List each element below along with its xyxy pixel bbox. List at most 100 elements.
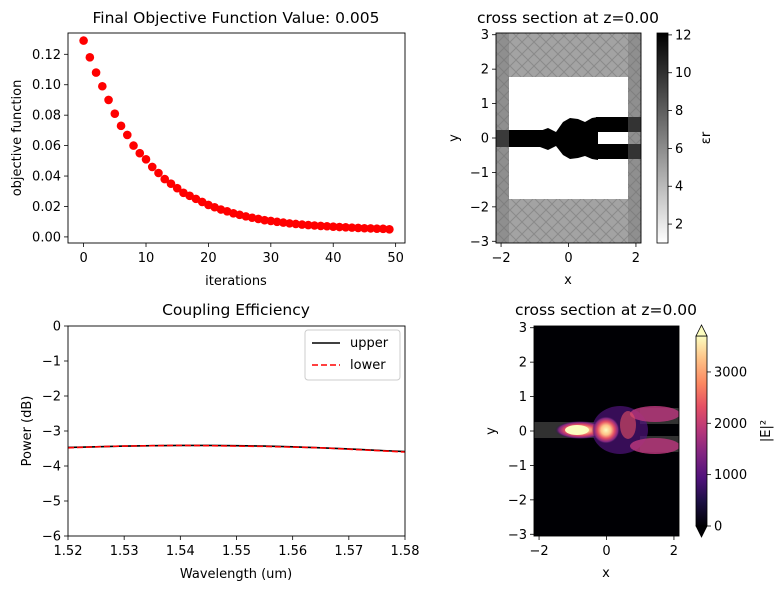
objective-point xyxy=(303,220,313,230)
y-tick-label: −2 xyxy=(470,200,489,215)
y-tick-label: −1 xyxy=(508,459,527,474)
objective-point xyxy=(372,224,382,233)
colorbar-tick-label: 2 xyxy=(675,218,683,233)
chart-title: Coupling Efficiency xyxy=(162,301,310,319)
objective-point xyxy=(91,68,101,77)
objective-point xyxy=(110,109,120,118)
objective-point xyxy=(335,222,344,232)
permittivity-map xyxy=(496,33,641,243)
y-tick-label: 0.12 xyxy=(32,48,61,63)
series-line-lower xyxy=(67,444,406,453)
pml-bottom xyxy=(496,199,641,243)
objective-point xyxy=(341,223,351,232)
x-tick-label: 10 xyxy=(138,251,155,266)
x-axis-label: iterations xyxy=(205,274,267,289)
x-tick-label: 0 xyxy=(564,251,572,266)
x-tick-label: 1.54 xyxy=(166,544,195,559)
y-tick-label: 0 xyxy=(519,425,527,440)
intensity-colorbar xyxy=(695,335,708,527)
objective-point xyxy=(147,162,157,172)
objective-point xyxy=(366,224,375,233)
objective-point xyxy=(172,183,182,193)
x-axis-label: x xyxy=(564,273,572,288)
objective-point xyxy=(129,141,138,150)
y-tick-label: −6 xyxy=(42,530,61,545)
objective-point xyxy=(154,168,163,178)
x-tick-label: 30 xyxy=(263,251,280,266)
legend: upper lower xyxy=(304,329,401,381)
output-waveguide-lower xyxy=(596,144,628,159)
x-tick-label: −2 xyxy=(491,251,510,266)
chart-title: cross section at z=0.00 xyxy=(477,9,659,27)
x-tick-label: 2 xyxy=(632,251,640,266)
objective-point xyxy=(385,225,394,234)
y-tick-label: −2 xyxy=(508,493,527,508)
y-axis-label: y xyxy=(447,134,462,142)
chart-title: cross section at z=0.00 xyxy=(515,301,697,319)
legend-label-lower: lower xyxy=(350,358,386,373)
y-tick-label: 2 xyxy=(519,356,527,371)
objective-point xyxy=(141,155,151,164)
y-tick-label: 0.10 xyxy=(32,78,61,93)
objective-point xyxy=(260,215,269,225)
y-tick-label: 0.06 xyxy=(32,139,61,154)
objective-point xyxy=(98,81,107,91)
y-tick-label: 0.00 xyxy=(32,230,61,245)
x-tick-label: 20 xyxy=(200,251,217,266)
objective-point xyxy=(122,130,132,140)
colorbar-tick-label: 10 xyxy=(675,66,692,81)
objective-point xyxy=(116,121,126,131)
permittivity-colorbar xyxy=(656,32,669,244)
objective-point xyxy=(85,53,95,62)
colorbar-label: εr xyxy=(699,131,714,144)
colorbar-tick-label: 6 xyxy=(675,142,683,157)
objective-series xyxy=(79,36,394,234)
coupling-efficiency-chart: Coupling Efficiency 1.52 1.53 1.54 1.55 1.56… xyxy=(20,301,419,582)
y-axis-label: Power (dB) xyxy=(20,396,35,467)
field-intensity-map xyxy=(534,326,679,536)
y-tick-label: 1 xyxy=(481,97,489,112)
y-tick-label: −4 xyxy=(42,460,61,475)
y-tick-label: −3 xyxy=(470,235,489,250)
y-tick-label: −2 xyxy=(42,390,61,405)
y-tick-label: 0.04 xyxy=(32,170,61,185)
x-tick-label: 1.57 xyxy=(334,544,363,559)
colorbar-extend-max xyxy=(695,324,708,337)
objective-point xyxy=(297,220,307,229)
y-tick-label: −3 xyxy=(42,425,61,440)
objective-point xyxy=(310,221,319,230)
colorbar-label: |E|² xyxy=(759,420,774,442)
objective-point xyxy=(322,221,332,231)
objective-point xyxy=(378,224,388,234)
legend-label-upper: upper xyxy=(350,336,389,351)
input-waveguide xyxy=(509,130,549,147)
objective-point xyxy=(160,174,170,184)
objective-point xyxy=(316,221,326,231)
x-axis-label: x xyxy=(602,566,610,581)
input-waveguide-stub xyxy=(496,130,509,147)
optimized-design-region xyxy=(540,117,598,160)
x-tick-label: 1.52 xyxy=(54,544,83,559)
x-tick-label: 0 xyxy=(602,544,610,559)
field-intensity-cross-section: cross section at z=0.00 −2 0 2 −3−2−10123 … xyxy=(484,301,774,581)
x-tick-label: −2 xyxy=(529,544,548,559)
y-tick-label: 0.02 xyxy=(32,200,61,215)
y-tick-label: −3 xyxy=(508,528,527,543)
colorbar-tick-label: 4 xyxy=(675,180,683,195)
y-tick-label: −1 xyxy=(470,166,489,181)
y-tick-label: 3 xyxy=(519,321,527,336)
colorbar-tick-label: 1000 xyxy=(714,468,747,483)
objective-point xyxy=(328,222,338,232)
x-tick-label: 1.56 xyxy=(278,544,307,559)
pml-top xyxy=(496,33,641,77)
x-tick-label: 50 xyxy=(387,251,404,266)
x-axis-label: Wavelength (um) xyxy=(180,567,292,582)
y-tick-label: 0 xyxy=(481,132,489,147)
objective-point xyxy=(79,36,88,45)
objective-point xyxy=(166,179,176,188)
objective-point xyxy=(279,218,288,227)
objective-point xyxy=(104,95,113,105)
objective-function-chart: Final Objective Function Value: 0.005 0 1… xyxy=(10,9,406,289)
objective-point xyxy=(360,223,369,233)
